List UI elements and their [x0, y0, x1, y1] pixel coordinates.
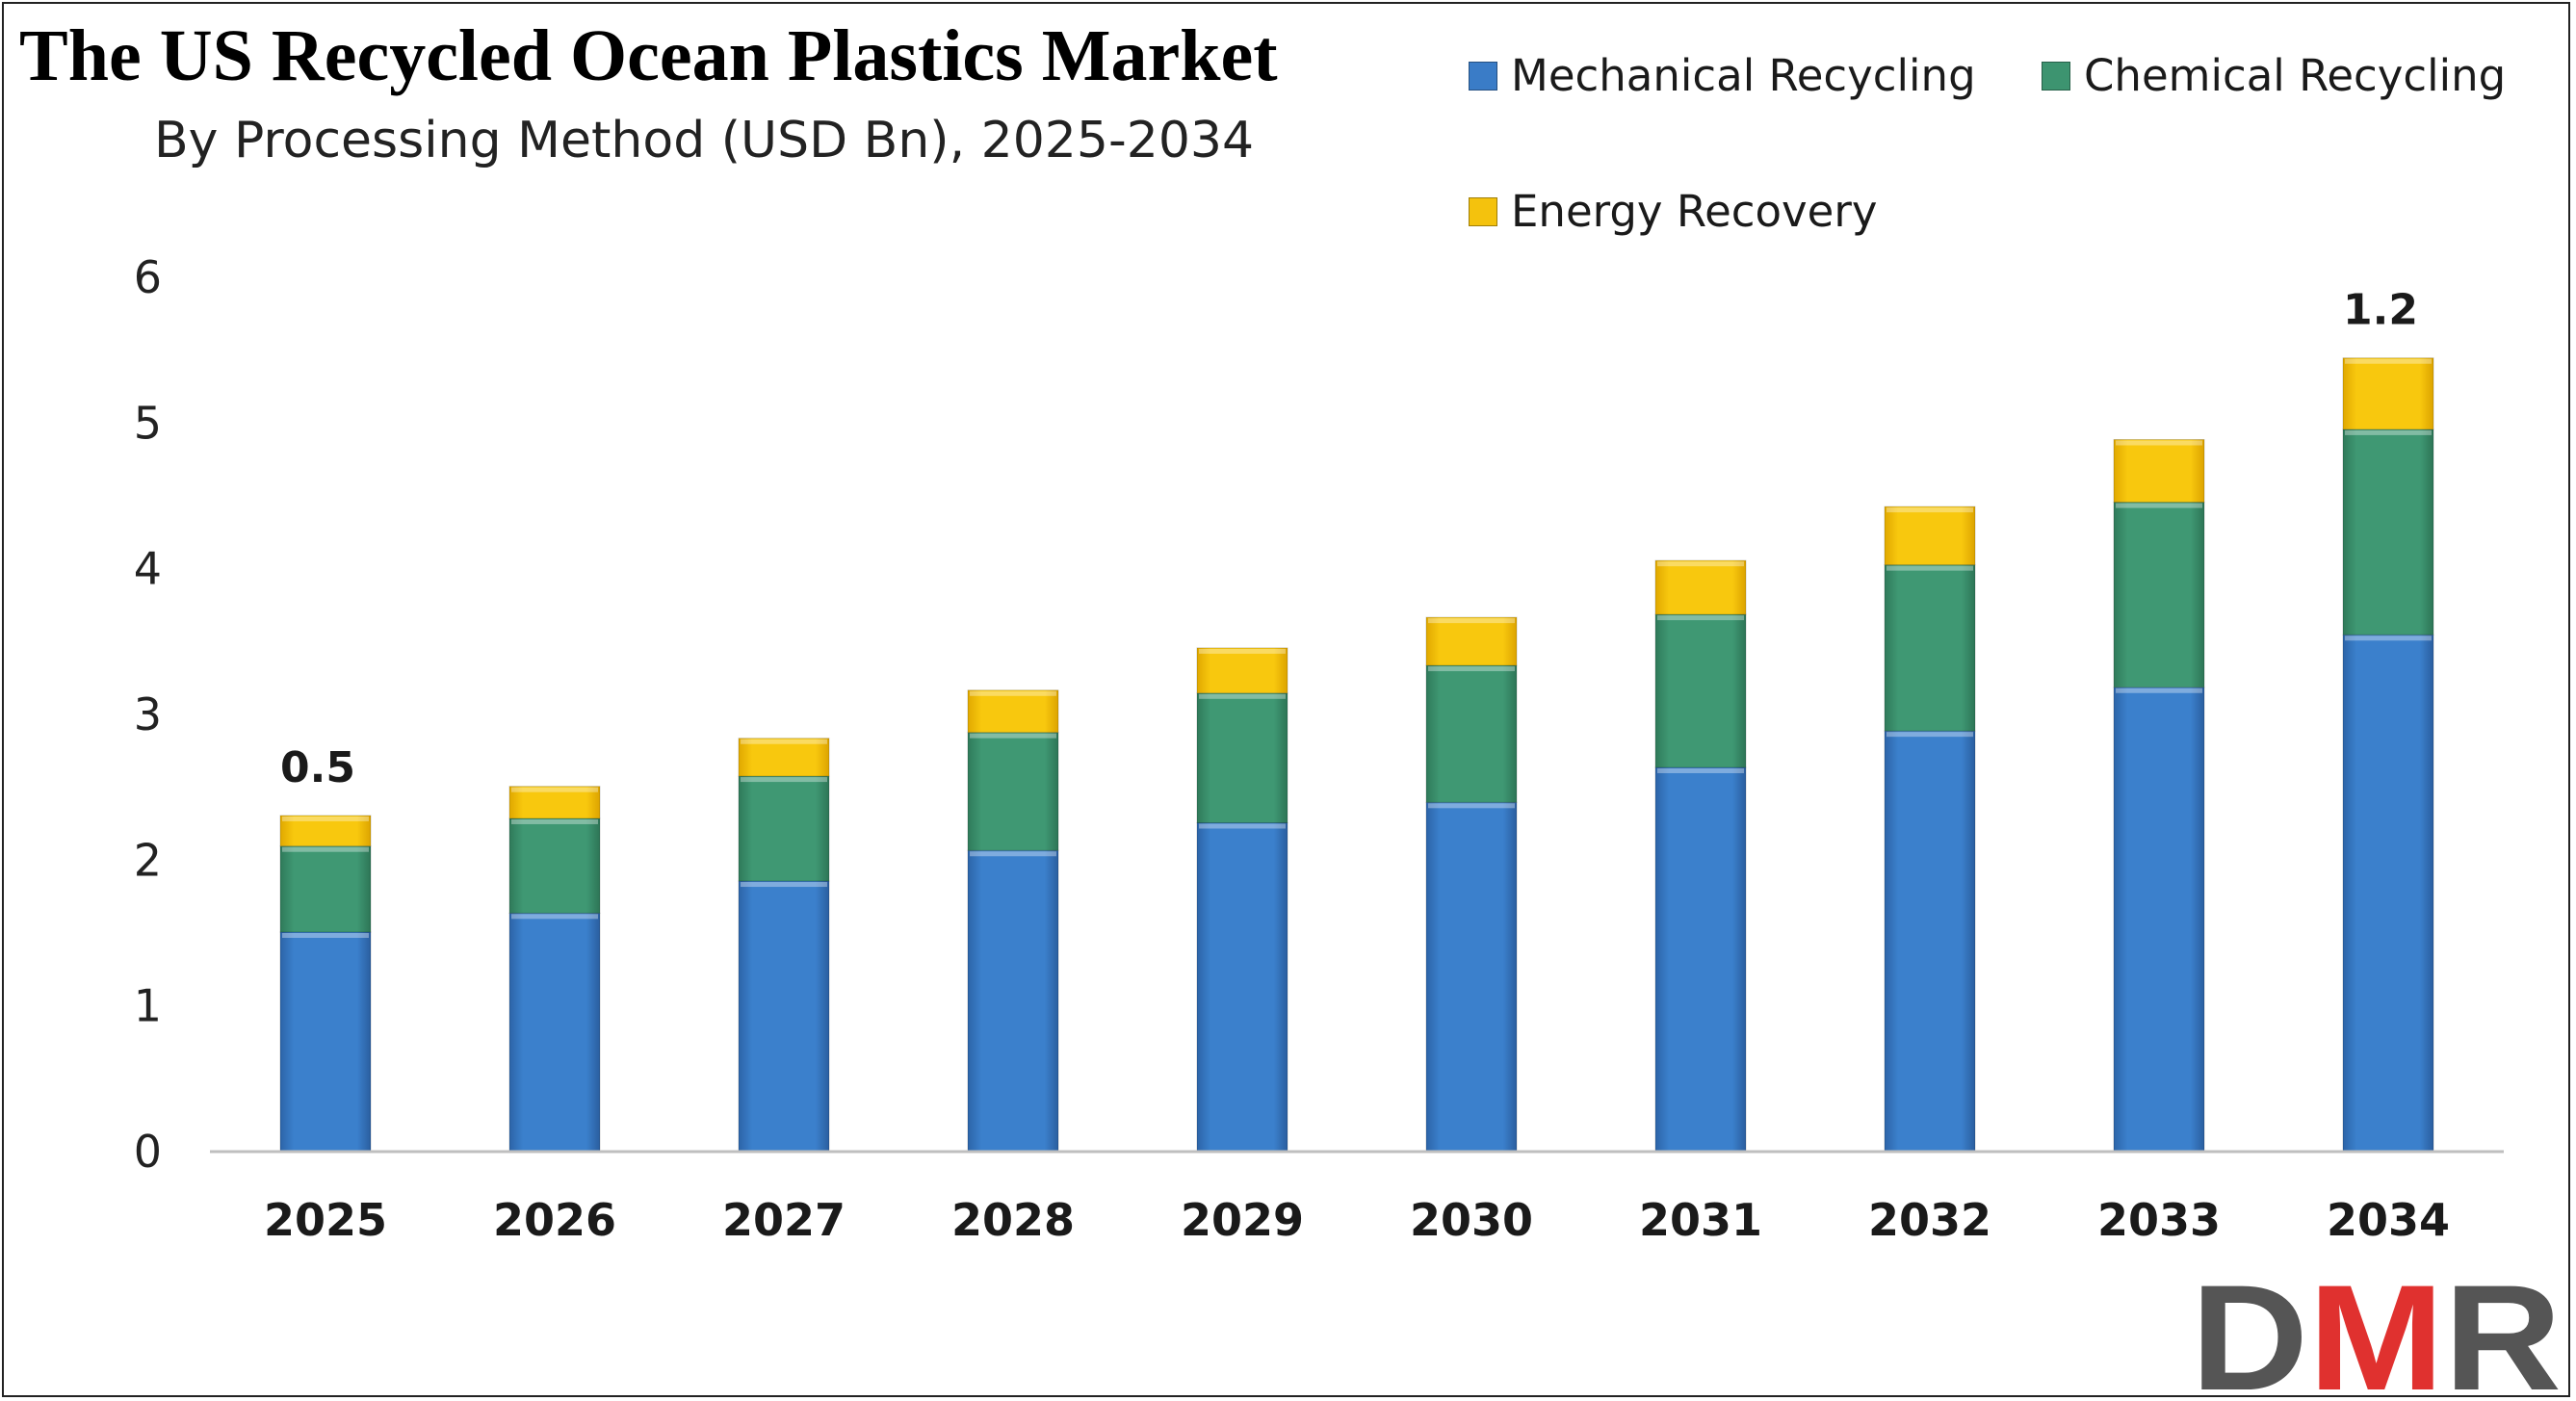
bar-segment-chemical-recycling-2026: [508, 817, 601, 914]
bar-segment-chemical-recycling-2025: [279, 845, 372, 933]
x-tick-label-2028: 2028: [951, 1194, 1075, 1246]
bar-segment-mechanical-recycling-2028: [967, 849, 1059, 1152]
bar-bevel-chemical-recycling-2033: [2116, 503, 2202, 508]
x-tick-label-2031: 2031: [1639, 1194, 1762, 1246]
y-tick-label: 3: [134, 688, 162, 740]
legend-item-mechanical: Mechanical Recycling: [1469, 54, 1976, 97]
bar-bevel-chemical-recycling-2029: [1199, 693, 1286, 699]
bar-segment-energy-recovery-2032: [1884, 506, 1976, 566]
bar-bevel-chemical-recycling-2034: [2345, 429, 2432, 435]
x-axis: 2025 2026 2027 2028 2029 2030 2031 2032 2033 2034: [210, 1150, 2504, 1246]
bar-bevel-energy-recovery-2034: [2345, 358, 2432, 364]
bar-bevel-energy-recovery-2033: [2116, 440, 2202, 446]
y-tick-label: 5: [134, 397, 162, 449]
bar-bevel-chemical-recycling-2032: [1886, 565, 1973, 571]
bar-segment-chemical-recycling-2033: [2113, 502, 2205, 688]
bar-segment-mechanical-recycling-2033: [2113, 687, 2205, 1152]
x-tick-label-2029: 2029: [1181, 1194, 1304, 1246]
legend-label-chemical: Chemical Recycling: [2084, 50, 2507, 101]
bar-bevel-chemical-recycling-2031: [1657, 615, 1744, 621]
bar-segment-chemical-recycling-2028: [967, 732, 1059, 851]
bar-bevel-mechanical-recycling-2030: [1428, 803, 1515, 809]
bar-segment-mechanical-recycling-2031: [1654, 766, 1747, 1152]
dmr-logo: DMR: [2191, 1266, 2562, 1401]
bar-segment-chemical-recycling-2034: [2342, 428, 2434, 636]
bar-bevel-energy-recovery-2027: [741, 739, 827, 744]
bar-bevel-mechanical-recycling-2026: [511, 914, 598, 920]
y-tick-label: 6: [134, 251, 162, 303]
bar-segment-energy-recovery-2028: [967, 689, 1059, 734]
bar-segment-mechanical-recycling-2025: [279, 931, 372, 1152]
bar-segment-chemical-recycling-2031: [1654, 613, 1747, 768]
bar-segment-energy-recovery-2034: [2342, 357, 2434, 430]
bar-segment-mechanical-recycling-2029: [1196, 822, 1288, 1152]
y-tick-label: 0: [134, 1126, 162, 1178]
bar-segment-mechanical-recycling-2026: [508, 912, 601, 1152]
bar-segment-mechanical-recycling-2027: [738, 880, 830, 1152]
bar-bevel-mechanical-recycling-2032: [1886, 732, 1973, 738]
bar-segment-mechanical-recycling-2032: [1884, 730, 1976, 1152]
bar-segment-energy-recovery-2029: [1196, 647, 1288, 694]
bar-segment-energy-recovery-2026: [508, 786, 601, 819]
y-tick-label: 2: [134, 834, 162, 886]
legend-item-chemical: Chemical Recycling: [2042, 54, 2506, 97]
bar-bevel-chemical-recycling-2026: [511, 818, 598, 824]
bar-segment-energy-recovery-2027: [738, 738, 830, 777]
bar-bevel-chemical-recycling-2030: [1428, 666, 1515, 672]
bar-segment-chemical-recycling-2030: [1425, 664, 1518, 803]
bar-bevel-energy-recovery-2029: [1199, 648, 1286, 654]
bar-bevel-chemical-recycling-2025: [282, 846, 369, 852]
x-tick-label-2033: 2033: [2097, 1194, 2221, 1246]
chart-subtitle: By Processing Method (USD Bn), 2025-2034: [154, 112, 1255, 169]
x-tick-label-2034: 2034: [2327, 1194, 2450, 1246]
x-tick-label-2032: 2032: [1868, 1194, 1991, 1246]
bar-bevel-mechanical-recycling-2027: [741, 882, 827, 888]
y-tick-label: 1: [134, 980, 162, 1032]
bar-segment-energy-recovery-2030: [1425, 616, 1518, 666]
bar-bevel-energy-recovery-2030: [1428, 618, 1515, 624]
y-tick-label: 4: [134, 543, 162, 595]
data-labels: 0.5 1.2: [280, 286, 2418, 792]
data-label-2025: 0.5: [280, 743, 355, 792]
bar-segment-chemical-recycling-2029: [1196, 692, 1288, 824]
bar-bevel-mechanical-recycling-2031: [1657, 767, 1744, 773]
bar-segment-energy-recovery-2025: [279, 815, 372, 847]
y-axis: 0 1 2 3 4 5 6: [134, 251, 162, 1178]
bar-segment-chemical-recycling-2032: [1884, 564, 1976, 732]
bar-bevel-mechanical-recycling-2033: [2116, 688, 2202, 693]
chart-title: The US Recycled Ocean Plastics Market: [19, 15, 1278, 96]
logo-text: DMR: [2191, 1266, 2562, 1401]
legend-label-mechanical: Mechanical Recycling: [1511, 50, 1976, 101]
bar-bevel-energy-recovery-2028: [970, 690, 1056, 696]
data-label-2034: 1.2: [2343, 286, 2418, 335]
bar-segment-energy-recovery-2033: [2113, 438, 2205, 504]
legend-swatch-chemical: [2042, 61, 2070, 91]
bar-bevel-chemical-recycling-2028: [970, 733, 1056, 739]
bar-segment-mechanical-recycling-2030: [1425, 801, 1518, 1152]
bar-bevel-mechanical-recycling-2025: [282, 933, 369, 938]
bar-bevel-mechanical-recycling-2034: [2345, 636, 2432, 641]
legend-swatch-energy: [1469, 196, 1497, 226]
x-tick-label-2025: 2025: [264, 1194, 387, 1246]
bars-group: [279, 357, 2434, 1152]
bar-bevel-energy-recovery-2026: [511, 787, 598, 792]
legend-swatch-mechanical: [1469, 61, 1497, 91]
x-tick-label-2030: 2030: [1410, 1194, 1533, 1246]
bar-segment-mechanical-recycling-2034: [2342, 634, 2434, 1152]
x-tick-label-2026: 2026: [493, 1194, 616, 1246]
bar-bevel-energy-recovery-2025: [282, 816, 369, 821]
bar-segment-energy-recovery-2031: [1654, 559, 1747, 615]
legend-label-energy: Energy Recovery: [1511, 186, 1878, 237]
bar-bevel-chemical-recycling-2027: [741, 777, 827, 783]
bar-bevel-energy-recovery-2032: [1886, 507, 1973, 513]
bar-segment-chemical-recycling-2027: [738, 775, 830, 882]
x-tick-label-2027: 2027: [722, 1194, 846, 1246]
bar-bevel-energy-recovery-2031: [1657, 561, 1744, 567]
bar-bevel-mechanical-recycling-2029: [1199, 823, 1286, 829]
bar-bevel-mechanical-recycling-2028: [970, 851, 1056, 857]
legend-item-energy: Energy Recovery: [1469, 190, 1878, 233]
